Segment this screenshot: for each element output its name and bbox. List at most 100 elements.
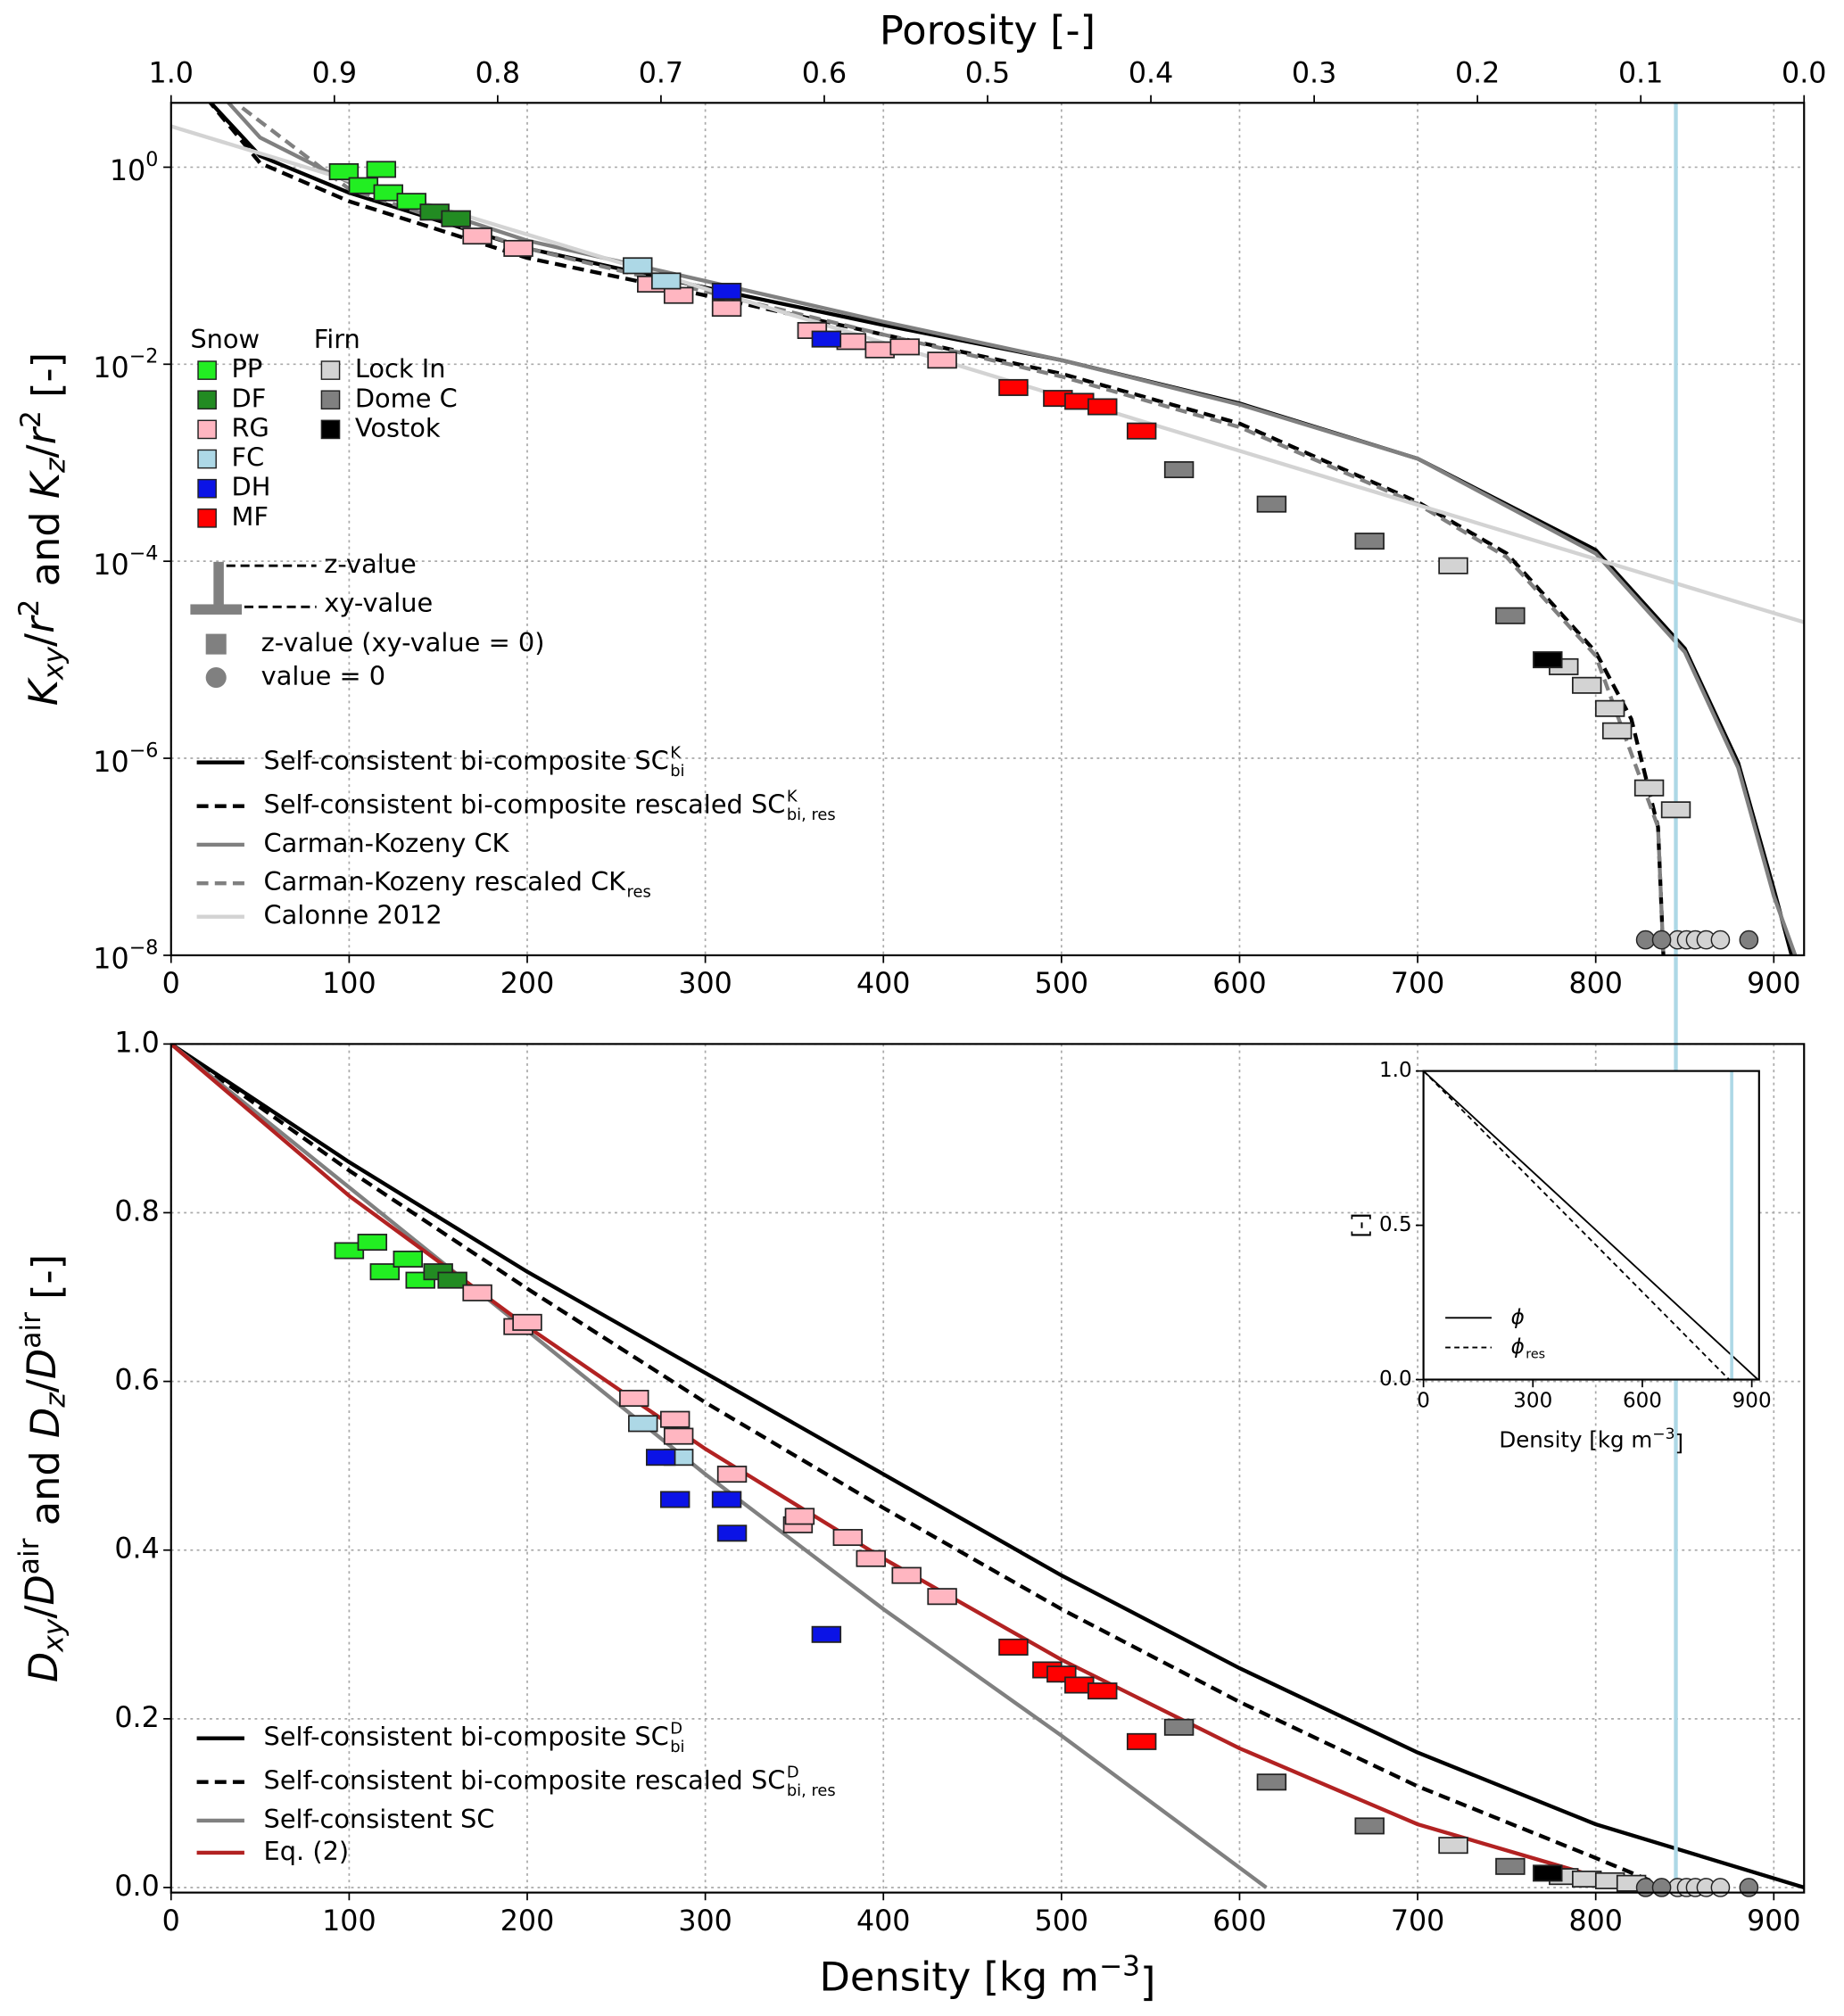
label-part: r	[19, 426, 65, 444]
x-tick-label: 800	[1568, 1905, 1622, 1938]
y-tick-exponent: −4	[129, 541, 159, 565]
y-tick-base: 10	[93, 944, 128, 976]
data-marker	[716, 1524, 748, 1542]
label-part: and	[22, 499, 69, 599]
y-tick-label: 1.0	[1379, 1059, 1412, 1082]
data-marker	[373, 184, 404, 202]
legend-label: z-value (xy-value = 0)	[261, 627, 545, 657]
y-tick-exponent: 0	[145, 147, 158, 170]
legend-swatch	[197, 478, 217, 499]
data-marker	[348, 177, 379, 194]
x-tick-label: 300	[1513, 1389, 1552, 1412]
label-part: /	[17, 1605, 63, 1619]
data-marker	[628, 1415, 658, 1433]
data-marker	[832, 1529, 864, 1547]
x-tick-label: 700	[1391, 1905, 1444, 1938]
x2-tick-label: 0.7	[639, 58, 683, 90]
zero-marker	[1710, 1878, 1731, 1897]
data-marker	[927, 351, 957, 369]
data-marker	[1601, 722, 1633, 739]
label-part: K	[21, 676, 67, 706]
curve	[170, 1044, 1668, 1889]
x-tick-label: 700	[1391, 968, 1444, 1000]
legend-swatch	[197, 449, 217, 469]
label-part: /	[19, 1378, 65, 1392]
label-part: K	[22, 469, 69, 499]
data-marker	[716, 1466, 748, 1483]
y-tick-label: 10−2	[93, 344, 158, 384]
y-tick-label: 0.6	[114, 1365, 159, 1397]
legend-swatch	[197, 390, 217, 410]
axes-frame	[170, 102, 1806, 956]
x-tick-label: 400	[856, 1905, 910, 1938]
x-tick-label: 400	[856, 968, 910, 1000]
label-part: air	[15, 1312, 47, 1349]
legend-label-sup: K	[670, 744, 682, 763]
x2-axis-label: Porosity [-]	[880, 7, 1096, 54]
x2-tick-label: 0.9	[312, 58, 357, 90]
label-part: D	[17, 1574, 63, 1605]
legend-label: value = 0	[261, 661, 386, 691]
x-tick-label: 900	[1732, 1389, 1772, 1412]
x-tick-label: 0	[162, 1905, 180, 1938]
data-marker	[1256, 495, 1287, 513]
data-marker	[645, 1449, 676, 1467]
data-marker	[836, 333, 867, 351]
plot-area	[170, 103, 1805, 955]
y-tick-label: 0.8	[114, 1195, 159, 1227]
data-marker	[659, 1410, 690, 1428]
legend-label-sup: K	[787, 788, 798, 806]
legend-label-sub: res	[627, 882, 651, 901]
label-part: Density [kg m	[820, 1954, 1099, 2001]
label-part: −3	[1099, 1951, 1140, 1983]
data-marker	[1354, 533, 1385, 550]
data-marker	[864, 341, 895, 359]
zero-marker	[1635, 930, 1656, 950]
legend-label: ϕ	[1511, 1335, 1525, 1359]
x-tick-label: 800	[1568, 968, 1622, 1000]
curve	[170, 1044, 1268, 1889]
x-tick-label: 100	[322, 968, 376, 1000]
data-marker	[366, 161, 397, 178]
legend-label: Self-consistent bi-composite rescaled SC	[264, 1765, 786, 1796]
curve	[241, 106, 1666, 955]
data-marker	[462, 227, 492, 245]
x-axis-label: Density [kg m−3]	[1499, 1425, 1683, 1456]
data-marker	[1163, 1718, 1195, 1736]
x-tick-label: 300	[678, 1905, 732, 1938]
legend-swatch	[197, 419, 217, 440]
legend-label-sup: D	[670, 1720, 682, 1739]
legend-label: Carman-Kozeny rescaled CK	[264, 866, 627, 896]
data-marker	[393, 1250, 423, 1268]
x-tick-label: 100	[322, 1905, 376, 1938]
data-marker	[1126, 1732, 1157, 1750]
data-marker	[1495, 607, 1526, 624]
legend-label: PP	[232, 353, 263, 384]
data-marker	[1087, 1682, 1118, 1700]
data-marker	[396, 193, 426, 211]
label-part: [-]	[1347, 1213, 1373, 1238]
data-marker	[1256, 1773, 1287, 1791]
data-marker	[856, 1549, 886, 1567]
plot-layer	[170, 1044, 1805, 1893]
data-marker	[1126, 422, 1157, 440]
label-part: /	[19, 443, 65, 458]
legend-t-stem	[213, 561, 224, 608]
legend-swatch	[320, 390, 341, 410]
legend-label: Self-consistent bi-composite SC	[264, 746, 669, 776]
curve	[170, 1044, 1805, 1890]
legend-label-sub: res	[1526, 1348, 1545, 1362]
legend-label: FC	[232, 442, 265, 473]
data-marker	[663, 286, 694, 304]
data-marker	[1354, 1817, 1385, 1835]
y-tick-exponent: −8	[129, 936, 159, 959]
data-marker	[1533, 651, 1563, 669]
zero-marker	[1739, 930, 1759, 950]
label-part: air	[13, 1538, 45, 1574]
x-tick-label: 900	[1747, 968, 1800, 1000]
label-part: [-]	[24, 1254, 70, 1312]
data-marker	[1660, 801, 1691, 819]
y-tick-label: 0.5	[1379, 1213, 1412, 1236]
data-marker	[891, 1566, 922, 1584]
label-part: ]	[1140, 1960, 1155, 2006]
